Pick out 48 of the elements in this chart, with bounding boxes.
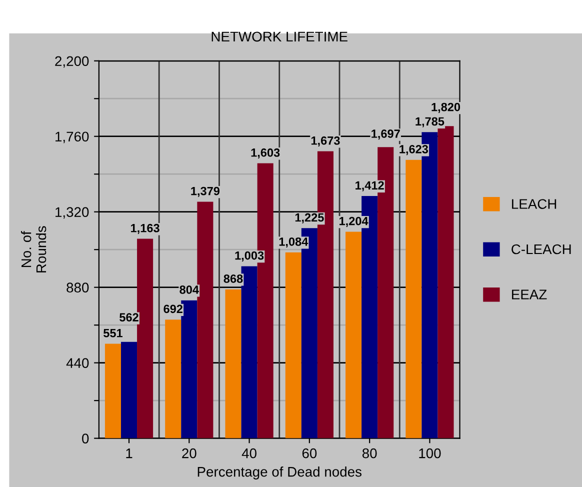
chart-title: NETWORK LIFETIME xyxy=(212,32,348,42)
bar xyxy=(241,266,258,438)
data-label: 1,603 xyxy=(251,148,280,159)
data-label: 1,084 xyxy=(279,237,308,248)
y-tick-label: 880 xyxy=(66,282,89,292)
y-tick-label: 1,320 xyxy=(56,207,89,219)
data-label: 1,225 xyxy=(295,213,324,224)
legend-label: C-LEACH xyxy=(512,244,571,254)
x-tick-label: 80 xyxy=(362,448,377,458)
y-tick-label: 440 xyxy=(66,358,89,368)
bar xyxy=(137,238,154,438)
bar xyxy=(120,342,138,438)
x-axis-title: Percentage of Dead nodes xyxy=(198,466,362,480)
bar xyxy=(104,344,121,438)
data-label: 1,673 xyxy=(311,136,340,146)
legend-label: EEAZ xyxy=(512,290,547,300)
x-tick-label: 100 xyxy=(419,448,441,458)
data-label: 1,820 xyxy=(432,102,460,113)
data-label: 1,003 xyxy=(235,251,264,262)
y-tick-label: 2,200 xyxy=(55,56,89,68)
data-label: 1,623 xyxy=(400,145,428,156)
y-tick-label: 1,760 xyxy=(56,132,89,144)
x-tick-label: 1 xyxy=(126,448,132,458)
data-label: 1,379 xyxy=(191,186,220,197)
data-label: 1,697 xyxy=(372,130,400,140)
data-label: 1,412 xyxy=(356,181,384,192)
data-label: 551 xyxy=(103,329,122,338)
bar xyxy=(181,300,198,438)
bar xyxy=(165,320,182,438)
data-label: 1,204 xyxy=(340,216,368,227)
y-tick-label: 0 xyxy=(82,434,89,444)
data-label: 562 xyxy=(120,313,138,322)
data-label: 692 xyxy=(164,304,182,314)
data-label: 804 xyxy=(180,286,199,294)
bar xyxy=(438,126,454,438)
bar xyxy=(225,289,242,438)
y-axis-title: No. of Rounds xyxy=(21,226,46,272)
bar xyxy=(285,252,302,438)
legend-label: LEACH xyxy=(512,199,556,209)
x-tick-label: 40 xyxy=(242,448,256,458)
bar xyxy=(346,232,362,438)
bar xyxy=(406,160,422,438)
data-label: 1,785 xyxy=(416,117,444,128)
data-label: 1,163 xyxy=(131,224,160,234)
x-tick-label: 60 xyxy=(302,448,317,458)
data-label: 868 xyxy=(224,274,243,283)
x-tick-label: 20 xyxy=(182,448,196,458)
bar xyxy=(197,202,214,438)
